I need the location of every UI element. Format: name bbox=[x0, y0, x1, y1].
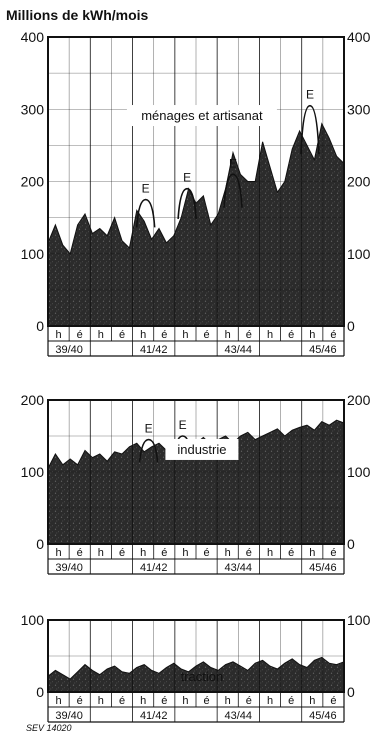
x-season-label: h bbox=[56, 695, 62, 707]
x-season-label: h bbox=[225, 547, 231, 559]
x-year-label: 39/40 bbox=[55, 562, 83, 574]
x-season-label: é bbox=[161, 329, 167, 341]
y-tick-label-left: 200 bbox=[21, 174, 45, 190]
y-tick-label-left: 0 bbox=[36, 318, 44, 334]
x-year-label: 41/42 bbox=[140, 710, 168, 722]
x-year-label: 43/44 bbox=[225, 562, 253, 574]
x-season-label: é bbox=[77, 695, 83, 707]
x-season-label: é bbox=[288, 695, 294, 707]
y-tick-label-left: 200 bbox=[21, 392, 45, 408]
series-label-box bbox=[126, 105, 277, 127]
x-season-label: h bbox=[309, 329, 315, 341]
e-peak-label: E bbox=[142, 182, 150, 196]
e-peak-label: E bbox=[145, 422, 153, 436]
x-year-label: 43/44 bbox=[225, 344, 253, 356]
e-peak-label: E bbox=[179, 418, 187, 432]
e-peak-label: E bbox=[229, 156, 237, 170]
x-season-label: h bbox=[267, 329, 273, 341]
y-tick-label-right: 0 bbox=[347, 684, 355, 700]
x-year-label: 45/46 bbox=[309, 562, 337, 574]
x-year-label: 45/46 bbox=[309, 344, 337, 356]
x-season-label: é bbox=[204, 695, 210, 707]
y-unit-label: Millions de kWh/mois bbox=[6, 7, 149, 23]
x-season-label: h bbox=[140, 695, 146, 707]
y-tick-label-right: 200 bbox=[347, 174, 371, 190]
x-season-label: é bbox=[77, 547, 83, 559]
x-season-label: h bbox=[267, 547, 273, 559]
y-tick-label-right: 300 bbox=[347, 101, 371, 117]
y-tick-label-right: 100 bbox=[347, 464, 371, 480]
x-season-label: é bbox=[330, 329, 336, 341]
y-tick-label-left: 300 bbox=[21, 101, 45, 117]
x-season-label: é bbox=[204, 547, 210, 559]
x-season-label: é bbox=[77, 329, 83, 341]
e-peak-curve bbox=[135, 198, 156, 228]
x-season-label: h bbox=[98, 329, 104, 341]
x-season-label: é bbox=[330, 695, 336, 707]
x-season-label: h bbox=[225, 695, 231, 707]
x-season-label: h bbox=[267, 695, 273, 707]
x-season-label: é bbox=[330, 547, 336, 559]
series-label-box bbox=[165, 438, 239, 460]
x-season-label: h bbox=[309, 547, 315, 559]
y-tick-label-left: 100 bbox=[21, 246, 45, 262]
series-label: ménages et artisanat bbox=[141, 108, 263, 123]
y-tick-label-right: 0 bbox=[347, 536, 355, 552]
x-year-label: 39/40 bbox=[55, 344, 83, 356]
x-season-label: h bbox=[225, 329, 231, 341]
figure-code-label: SEV 14020 bbox=[26, 723, 72, 733]
e-peak-curve bbox=[138, 438, 159, 463]
x-season-label: h bbox=[56, 547, 62, 559]
y-tick-label-left: 100 bbox=[21, 612, 45, 628]
x-year-label: 43/44 bbox=[225, 710, 253, 722]
x-season-label: é bbox=[246, 695, 252, 707]
chart-panel-2: E E 0 0 100 100 200 200 industrie h é h é h é h é h é h é h é 3… bbox=[21, 392, 371, 575]
y-tick-label-right: 100 bbox=[347, 246, 371, 262]
x-season-label: h bbox=[98, 547, 104, 559]
y-tick-label-left: 0 bbox=[36, 536, 44, 552]
x-season-label: h bbox=[182, 547, 188, 559]
x-season-label: é bbox=[246, 329, 252, 341]
x-season-label: h bbox=[98, 695, 104, 707]
x-season-label: é bbox=[119, 329, 125, 341]
x-year-label: 41/42 bbox=[140, 344, 168, 356]
e-peak-curve bbox=[223, 173, 243, 208]
x-season-label: h bbox=[56, 329, 62, 341]
x-season-label: h bbox=[140, 329, 146, 341]
x-season-label: é bbox=[288, 329, 294, 341]
e-peak-curve bbox=[300, 104, 320, 155]
x-season-label: h bbox=[309, 695, 315, 707]
y-tick-label-right: 400 bbox=[347, 29, 371, 45]
x-season-label: é bbox=[161, 547, 167, 559]
x-year-label: 41/42 bbox=[140, 562, 168, 574]
y-tick-label-right: 0 bbox=[347, 318, 355, 334]
x-season-label: é bbox=[119, 695, 125, 707]
x-season-label: é bbox=[246, 547, 252, 559]
series-label: traction bbox=[181, 669, 224, 684]
y-tick-label-right: 100 bbox=[347, 612, 371, 628]
y-tick-label-right: 200 bbox=[347, 392, 371, 408]
x-year-label: 45/46 bbox=[309, 710, 337, 722]
x-season-label: h bbox=[182, 695, 188, 707]
x-season-label: é bbox=[288, 547, 294, 559]
chart-panel-1: E E E E 0 0 100 100 200 200 300 300 400 400 ménages et… bbox=[21, 29, 371, 357]
x-season-label: h bbox=[182, 329, 188, 341]
e-peak-curve bbox=[177, 187, 197, 219]
y-tick-label-left: 100 bbox=[21, 464, 45, 480]
x-season-label: é bbox=[161, 695, 167, 707]
y-tick-label-left: 400 bbox=[21, 29, 45, 45]
e-peak-label: E bbox=[306, 88, 314, 102]
x-season-label: é bbox=[119, 547, 125, 559]
x-year-label: 39/40 bbox=[55, 710, 83, 722]
series-label: industrie bbox=[177, 442, 226, 457]
e-peak-label: E bbox=[183, 171, 191, 185]
x-season-label: h bbox=[140, 547, 146, 559]
x-season-label: é bbox=[204, 329, 210, 341]
chart-panels: E E E E 0 0 100 100 200 200 300 300 400 400 ménages et… bbox=[21, 29, 371, 723]
y-tick-label-left: 0 bbox=[36, 684, 44, 700]
